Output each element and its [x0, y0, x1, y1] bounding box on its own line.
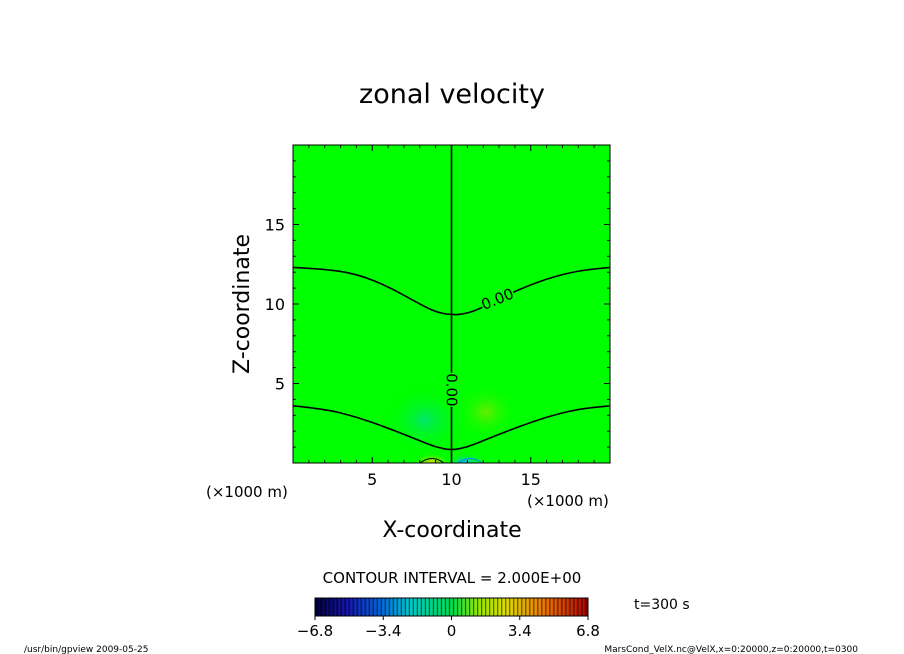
- x-tick-label-0: 5: [367, 470, 377, 489]
- colorbar: −6.8 −3.4 0 3.4 6.8: [297, 597, 600, 640]
- z-tick-label-2: 15: [265, 216, 285, 235]
- contour-positive-small: [419, 458, 445, 463]
- x-unit-left: (×1000 m): [206, 483, 288, 501]
- time-label: t=300 s: [634, 597, 690, 613]
- y-axis-title: Z-coordinate: [230, 234, 255, 374]
- contour-label-1: 0.00: [443, 373, 461, 406]
- colorbar-tick-label-2: 0: [447, 622, 457, 640]
- contour-negative-small: [457, 458, 483, 463]
- colorbar-ticks: −6.8 −3.4 0 3.4 6.8: [297, 616, 600, 640]
- contour-line-0: [293, 266, 610, 316]
- near-surface-contours: [419, 458, 483, 463]
- footer-left: /usr/bin/gpview 2009-05-25: [24, 645, 148, 654]
- tick-layer: 5 10 15 5 10 15: [265, 145, 610, 489]
- colorbar-tick-label-4: 6.8: [576, 622, 600, 640]
- contour-interval: CONTOUR INTERVAL = 2.000E+00: [323, 569, 582, 587]
- negative-core: [449, 454, 481, 463]
- positive-anomaly: [454, 384, 518, 440]
- x-unit-right: (×1000 m): [527, 492, 609, 510]
- contour-label-bg-0: [478, 284, 516, 313]
- colorbar-tick-label-1: −3.4: [365, 622, 401, 640]
- x-tick-label-1: 10: [441, 470, 461, 489]
- chart-title: zonal velocity: [359, 79, 545, 110]
- x-tick-label-2: 15: [521, 470, 541, 489]
- z-tick-label-1: 10: [265, 295, 285, 314]
- x-axis-title: X-coordinate: [382, 518, 521, 543]
- colorbar-tick-label-0: −6.8: [297, 622, 333, 640]
- z-tick-label-0: 5: [275, 375, 285, 394]
- colorbar-tick-label-3: 3.4: [508, 622, 532, 640]
- contour-label-group-1: 0.00: [443, 372, 461, 407]
- contour-label-bg-1: [444, 372, 461, 407]
- contour-line-1: [293, 405, 610, 451]
- contour-layer: [293, 145, 610, 463]
- footer-right: MarsCond_VelX.nc@VelX,x=0:20000,z=0:2000…: [604, 645, 858, 654]
- colorbar-stripes: [315, 598, 589, 616]
